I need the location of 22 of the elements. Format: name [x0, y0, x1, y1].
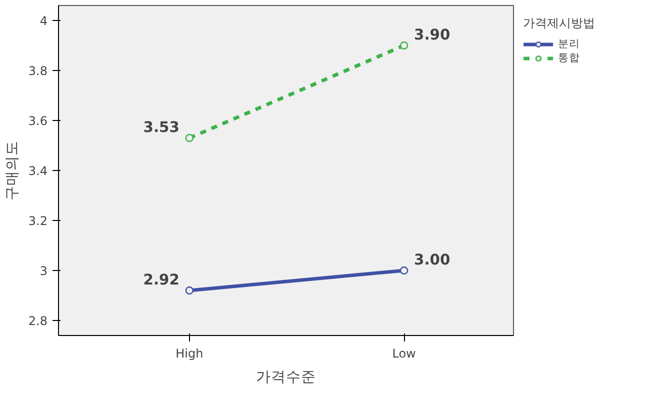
x-tick-label: Low	[392, 346, 416, 360]
y-tick-label: 3.6	[28, 114, 48, 128]
point	[400, 41, 408, 50]
point	[400, 266, 408, 275]
legend-label: 통합	[558, 51, 580, 65]
data-label: 3.90	[414, 26, 450, 44]
data-label: 2.92	[143, 272, 180, 288]
y-tick-label: 2.8	[28, 314, 48, 328]
x-tick-label: High	[176, 346, 204, 360]
y-tick-label: 3.8	[28, 64, 48, 78]
data-label: 3.53	[143, 119, 180, 136]
y-axis-title: 구매의도	[3, 140, 20, 200]
y-tick-label: 3.2	[28, 214, 48, 228]
y-tick-label: 3	[40, 264, 48, 278]
point	[185, 286, 194, 295]
legend-label: 분리	[558, 37, 580, 51]
point	[185, 134, 194, 142]
x-axis-title: 가격수준	[256, 368, 316, 386]
y-tick-label: 3.4	[28, 164, 48, 178]
data-label: 3.00	[414, 252, 450, 268]
legend-title: 가격제시방법	[523, 15, 595, 32]
y-tick-label: 4	[40, 14, 48, 28]
